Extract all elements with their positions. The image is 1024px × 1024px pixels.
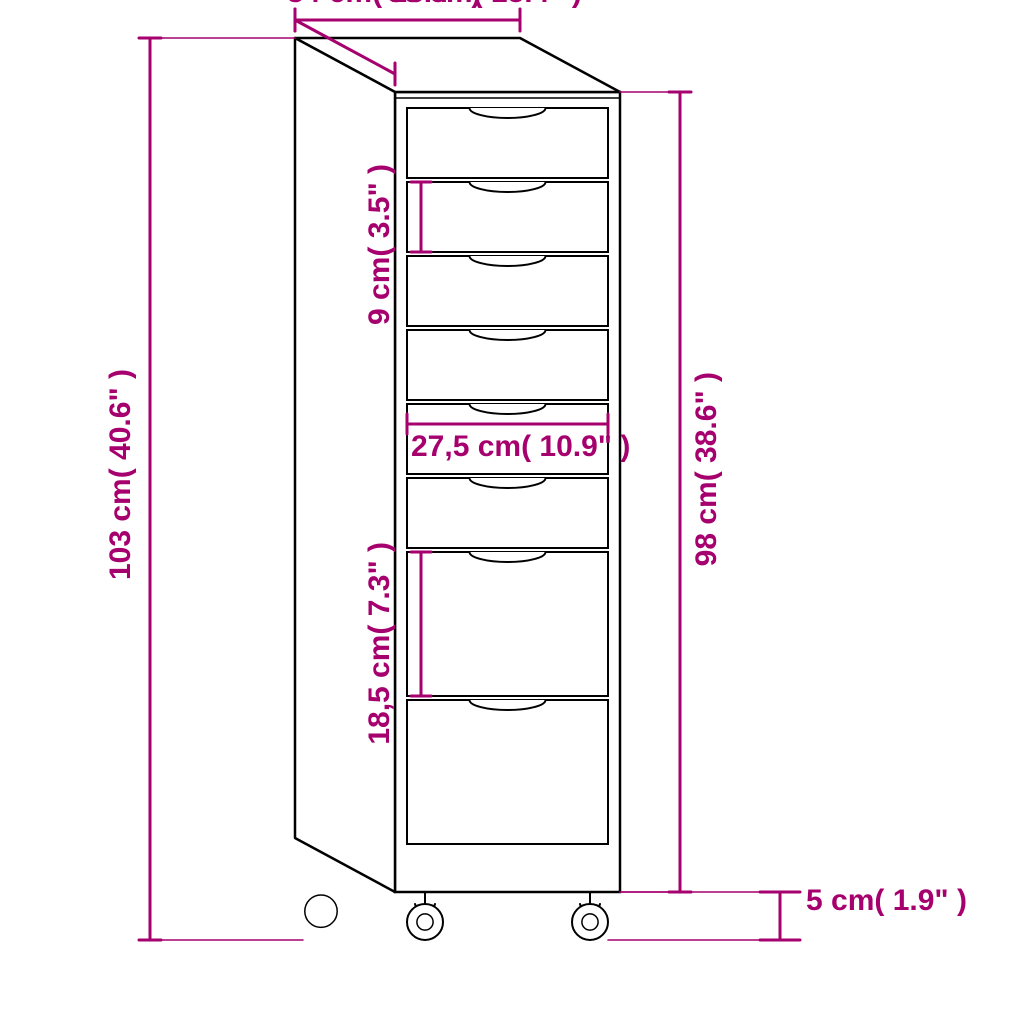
dim-wheel-height-label: 5 cm( 1.9" ) [806,884,967,918]
dim-width-label: 39 cm( 15.4" ) [388,0,582,10]
dim-drawer-width-label: 27,5 cm( 10.9" ) [411,430,630,464]
dim-body-height-label: 98 cm( 38.6" ) [690,372,724,566]
diagram-stage: 34 cm( 13.4" ) 39 cm( 15.4" ) 103 cm( 40… [0,0,1024,1024]
diagram-svg [0,0,1024,1024]
dim-small-drawer-height-label: 9 cm( 3.5" ) [363,164,397,325]
dim-large-drawer-height-label: 18,5 cm( 7.3" ) [363,542,397,745]
dim-total-height-label: 103 cm( 40.6" ) [104,369,138,580]
